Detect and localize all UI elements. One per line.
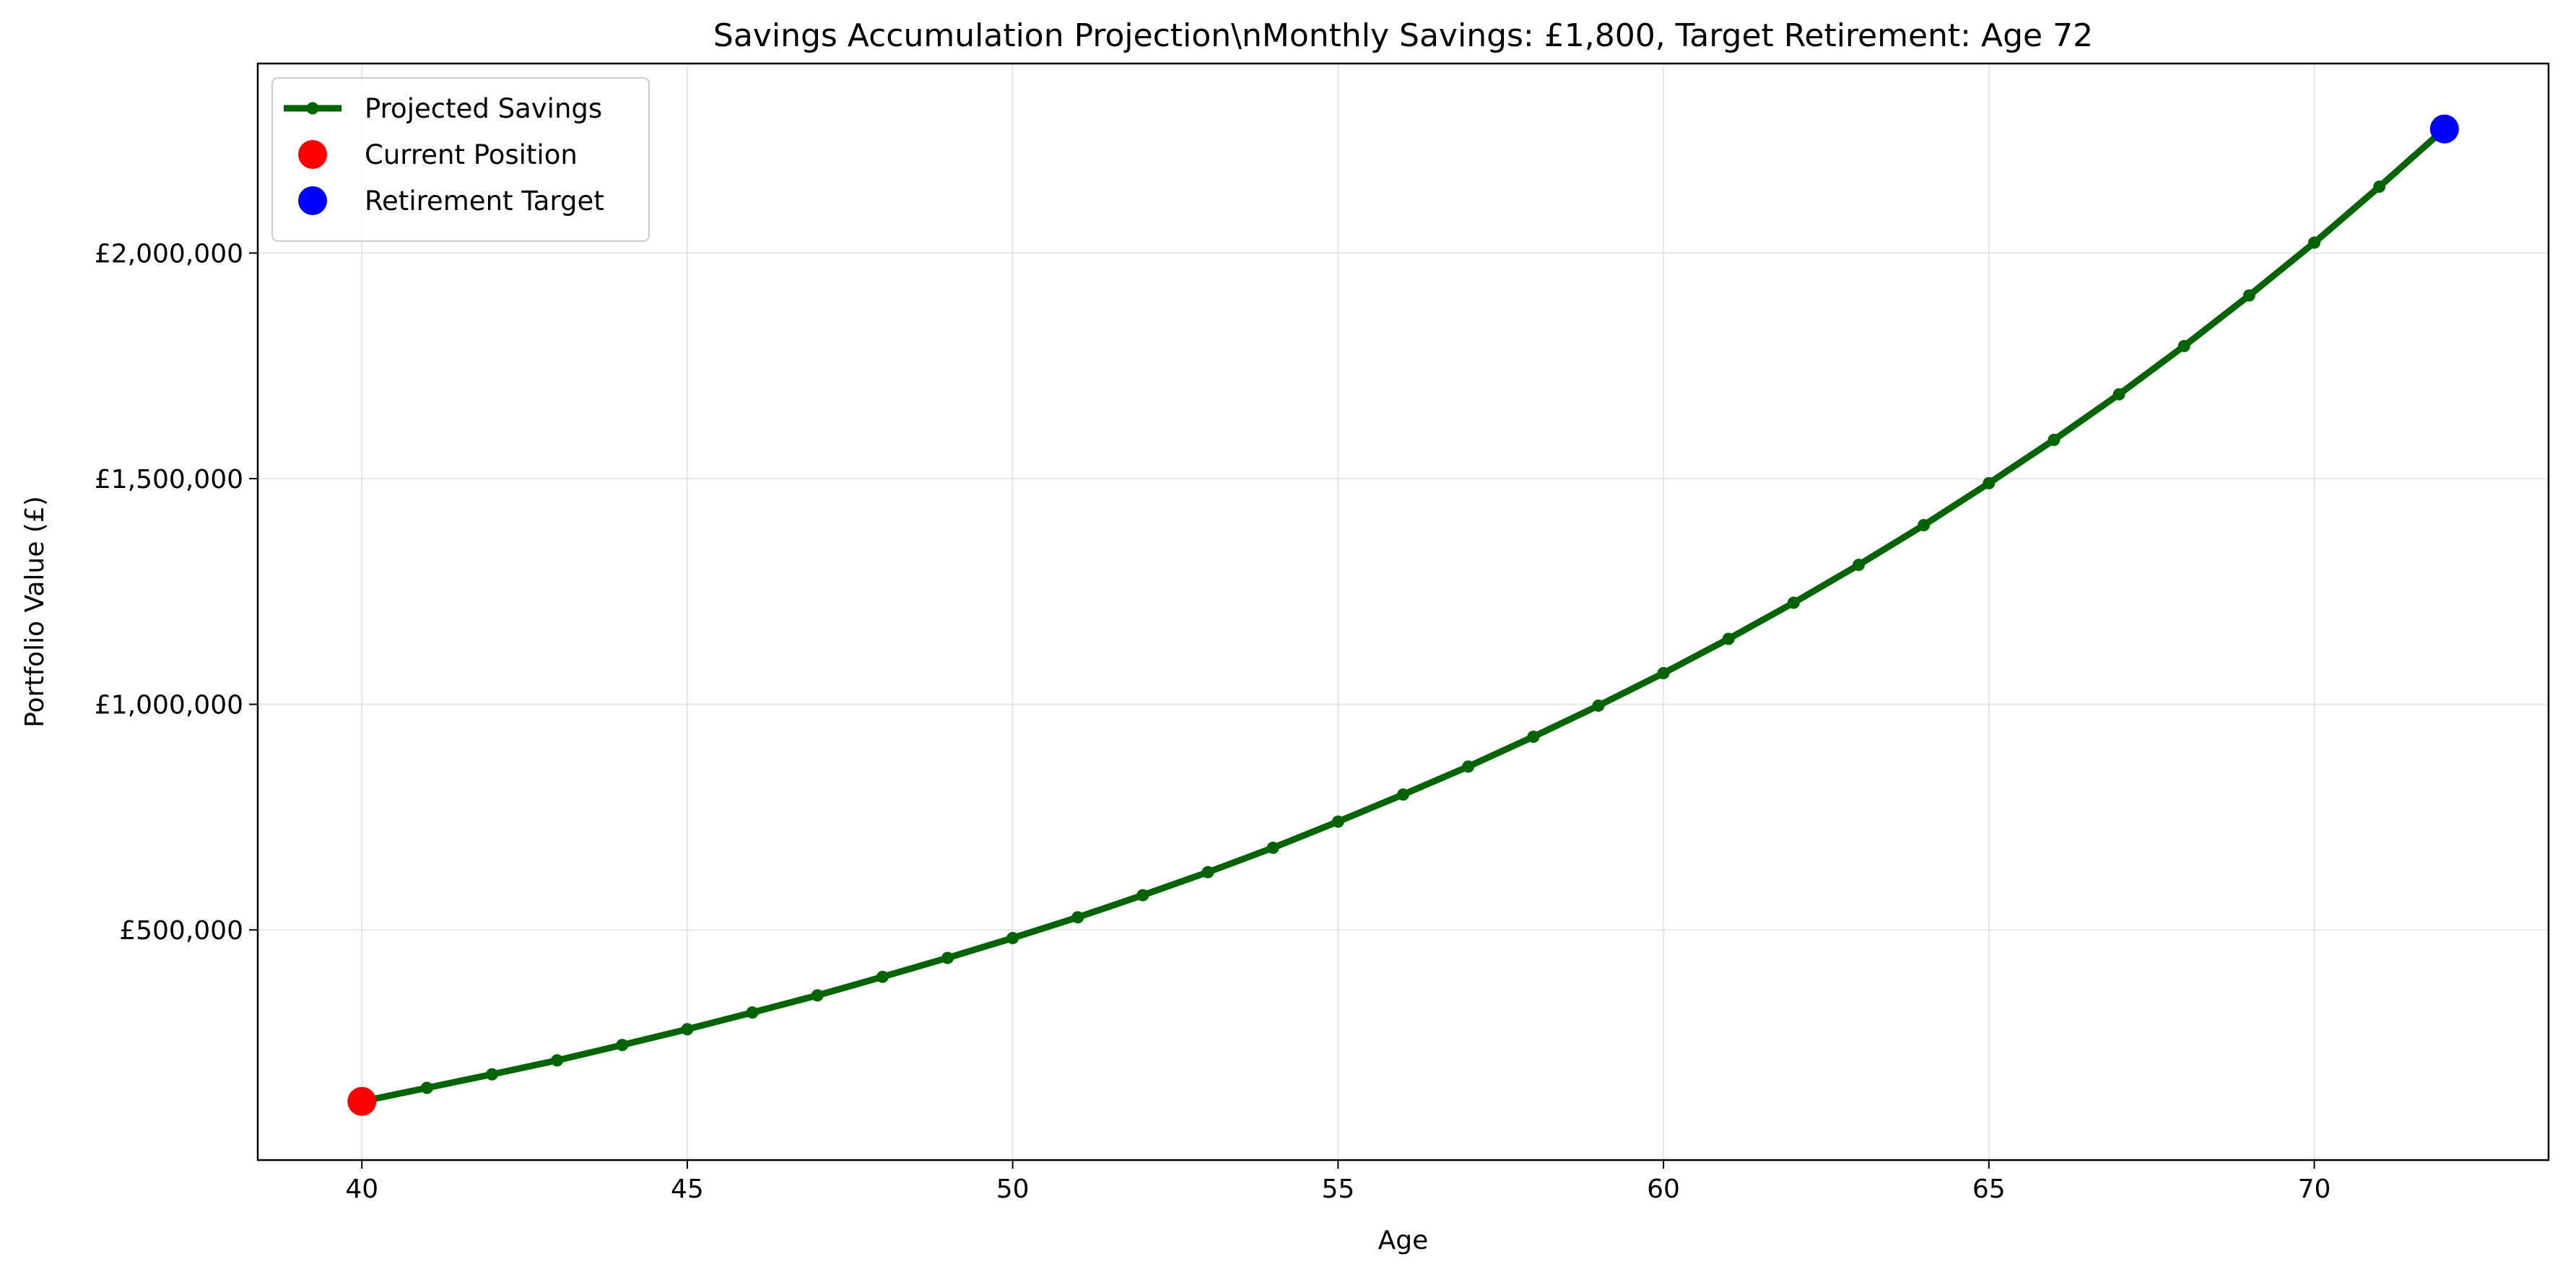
legend: Projected Savings Current Position Retirem… — [271, 77, 650, 242]
data-point — [616, 1039, 629, 1052]
data-point — [1136, 889, 1149, 902]
data-point — [1787, 596, 1800, 609]
data-point — [1071, 911, 1084, 924]
y-tick-label: £1,000,000 — [95, 691, 243, 720]
legend-point-symbol — [306, 102, 319, 115]
x-tick-label: 65 — [1972, 1174, 2006, 1204]
marker-layer — [347, 114, 2459, 1116]
data-point — [2307, 236, 2320, 249]
data-point — [486, 1068, 499, 1081]
retirement-target-legend-symbol — [298, 186, 327, 215]
current-position-legend-symbol — [298, 140, 327, 169]
data-point — [1852, 558, 1865, 571]
data-point — [1201, 866, 1214, 879]
plot-frame — [256, 62, 2550, 1161]
current-position-marker — [347, 1086, 377, 1116]
x-tick-label: 45 — [671, 1174, 704, 1204]
series-layer — [355, 123, 2451, 1108]
x-tick-label: 40 — [345, 1174, 378, 1204]
data-point — [2112, 388, 2125, 401]
data-point — [1397, 788, 1409, 801]
x-tick-label: 55 — [1321, 1174, 1354, 1204]
data-point — [681, 1023, 694, 1036]
data-point — [1331, 815, 1344, 828]
data-point — [876, 970, 889, 983]
data-point — [1006, 931, 1019, 944]
y-tick-label: £1,500,000 — [95, 465, 243, 494]
data-point — [2242, 289, 2255, 302]
y-tick-label: £2,000,000 — [95, 240, 243, 269]
data-point — [420, 1081, 433, 1094]
chart-title: Savings Accumulation Projection\nMonthly… — [713, 17, 2093, 54]
data-point — [1983, 476, 1996, 489]
data-point — [2177, 339, 2190, 352]
axes: 40 45 50 55 60 65 70 £500,000 £1,000,000 £1,500,0… — [95, 240, 2331, 1204]
data-point — [811, 989, 824, 1002]
data-point — [551, 1054, 564, 1067]
x-tick-label: 50 — [996, 1174, 1030, 1204]
data-point — [2373, 180, 2386, 193]
retirement-target-marker — [2429, 114, 2459, 144]
grid — [258, 64, 2549, 1160]
data-point — [1722, 632, 1735, 645]
y-tick-label: £500,000 — [119, 916, 243, 946]
legend-label: Current Position — [365, 139, 578, 170]
data-point — [1266, 841, 1279, 854]
x-tick-label: 60 — [1647, 1174, 1680, 1204]
data-point — [1592, 699, 1605, 712]
data-point — [1657, 667, 1670, 680]
legend-box — [271, 77, 650, 242]
x-axis-title: Age — [1378, 1226, 1429, 1255]
legend-label: Retirement Target — [365, 186, 604, 217]
data-point — [746, 1006, 759, 1019]
y-axis-title: Portfolio Value (£) — [20, 496, 50, 728]
data-point — [1918, 518, 1931, 531]
x-tick-label: 70 — [2298, 1174, 2331, 1204]
data-point — [1527, 731, 1540, 744]
legend-label: Projected Savings — [365, 93, 602, 124]
data-point — [941, 951, 954, 964]
data-point — [1462, 760, 1475, 773]
data-point — [2048, 433, 2061, 446]
